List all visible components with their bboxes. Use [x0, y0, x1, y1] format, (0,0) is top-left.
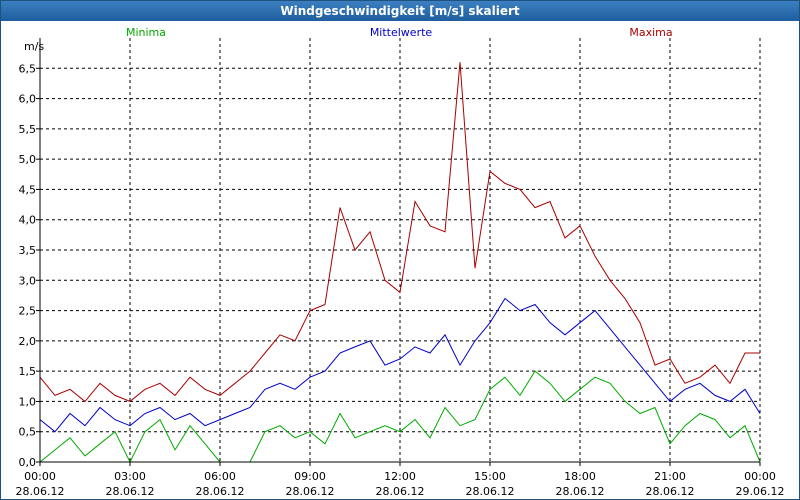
y-tick-label: 4,5 [19, 183, 37, 196]
y-tick-label: 6,0 [19, 93, 37, 106]
series-line-maxima [39, 62, 760, 403]
x-tick-labels: 00:00 28.06.12 03:00 28.06.12 06:00 28.06.12 0… [16, 462, 785, 498]
grid-lines [40, 38, 761, 462]
y-tick-label: 3,0 [19, 274, 37, 287]
x-tick-date-label: 28.06.12 [466, 485, 515, 498]
y-tick-label: 5,0 [19, 153, 37, 166]
x-tick-date-label: 29.06.12 [736, 485, 785, 498]
x-tick-time-label: 18:00 [564, 470, 596, 483]
y-axis-unit-label: m/s [24, 40, 44, 53]
x-tick-date-label: 28.06.12 [196, 485, 245, 498]
x-tick-time-label: 00:00 [744, 470, 776, 483]
window-title: Windgeschwindigkeit [m/s] skaliert [1, 1, 799, 21]
x-tick-time-label: 09:00 [294, 470, 326, 483]
x-tick-date-label: 28.06.12 [556, 485, 605, 498]
y-tick-label: 0,0 [19, 456, 37, 469]
x-tick-date-label: 28.06.12 [286, 485, 335, 498]
x-tick-time-label: 03:00 [114, 470, 146, 483]
x-tick-time-label: 21:00 [654, 470, 686, 483]
series-line-mittelwerte [39, 297, 761, 433]
y-tick-label: 4,0 [19, 214, 37, 227]
x-tick-date-label: 28.06.12 [376, 485, 425, 498]
y-tick-label: 1,0 [19, 395, 37, 408]
x-tick-time-label: 15:00 [474, 470, 506, 483]
series-lines [39, 62, 761, 464]
x-tick-time-label: 00:00 [24, 470, 56, 483]
y-tick-labels: 0,0 0,5 1,0 1,5 2,0 2,5 3,0 3,5 4,0 4,5 5,0 5,5 6,0 6… [19, 62, 40, 469]
x-tick-date-label: 28.06.12 [106, 485, 155, 498]
y-tick-label: 2,0 [19, 335, 37, 348]
series-line-minima [39, 370, 761, 464]
legend-minima: Minima [126, 26, 166, 39]
y-tick-label: 3,5 [19, 244, 37, 257]
x-tick-date-label: 28.06.12 [16, 485, 65, 498]
x-tick-time-label: 06:00 [204, 470, 236, 483]
x-tick-time-label: 12:00 [384, 470, 416, 483]
y-tick-label: 2,5 [19, 305, 37, 318]
y-tick-label: 1,5 [19, 365, 37, 378]
y-tick-label: 5,5 [19, 123, 37, 136]
legend-mittelwerte: Mittelwerte [370, 26, 433, 39]
y-tick-label: 0,5 [19, 426, 37, 439]
legend-maxima: Maxima [629, 26, 672, 39]
y-tick-label: 6,5 [19, 62, 37, 75]
x-tick-date-label: 28.06.12 [646, 485, 695, 498]
